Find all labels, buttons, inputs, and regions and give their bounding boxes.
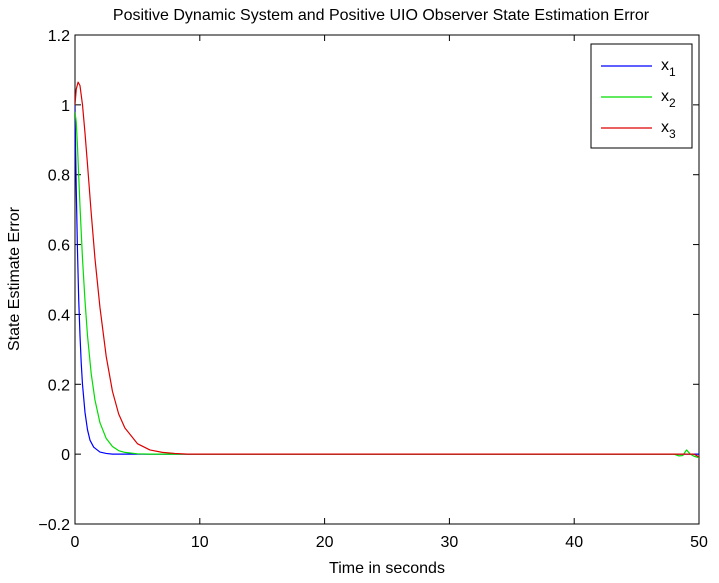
series-line-x2: [75, 111, 699, 459]
y-axis-label: State Estimate Error: [6, 206, 23, 351]
x-tick-label: 0: [71, 534, 80, 551]
y-tick-label: 0.2: [48, 377, 70, 394]
x-tick-label: 30: [441, 534, 459, 551]
y-tick-label: 0.8: [48, 168, 70, 185]
legend-box: [590, 43, 693, 149]
x-tick-label: 50: [690, 534, 708, 551]
x-tick-label: 40: [565, 534, 583, 551]
y-tick-label: 0: [61, 447, 70, 464]
chart-title: Positive Dynamic System and Positive UIO…: [113, 7, 650, 24]
y-tick-label: −0.2: [38, 517, 70, 534]
y-tick-label: 1: [61, 98, 70, 115]
y-tick-label: 0.4: [48, 307, 70, 324]
x-axis-label: Time in seconds: [329, 560, 445, 577]
x-tick-label: 10: [191, 534, 209, 551]
y-tick-label: 0.6: [48, 238, 70, 255]
axis-ticks: 0 10 20 30 40 50−0.200.20.40.60.811.2: [38, 28, 708, 551]
series-line-x3: [75, 81, 699, 458]
x-tick-label: 20: [316, 534, 334, 551]
series-lines: [75, 81, 699, 459]
y-tick-label: 1.2: [48, 28, 70, 45]
